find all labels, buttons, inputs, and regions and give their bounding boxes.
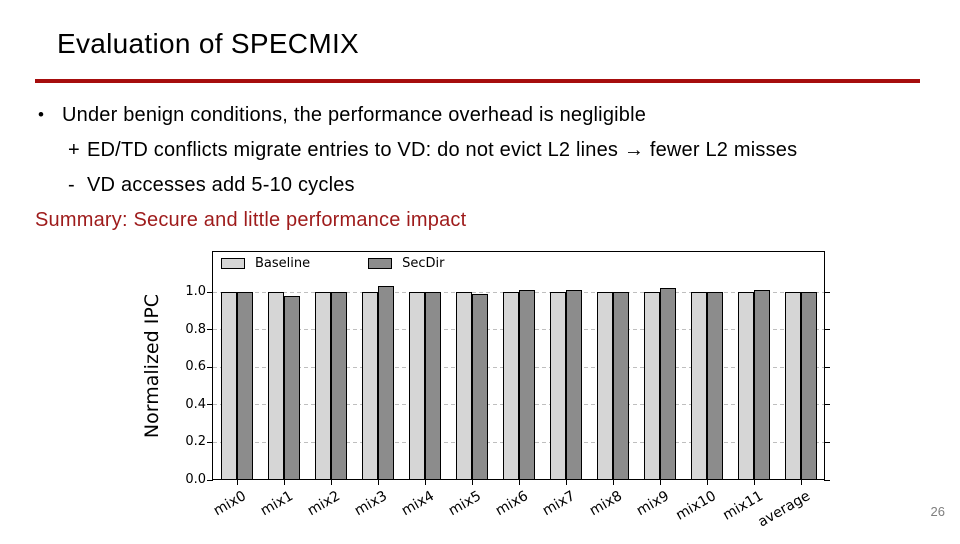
bullet-marker: • [38, 105, 45, 124]
sub-bullet-marker-minus: - [68, 174, 75, 196]
sub-bullet-text: ED/TD conflicts migrate entries to VD: d… [87, 139, 798, 161]
y-tick-mark-right [824, 291, 830, 293]
y-tick-mark [207, 291, 213, 293]
x-tick-mark [330, 480, 332, 485]
chart-legend: Baseline SecDir [221, 256, 445, 271]
y-tick-mark [207, 441, 213, 443]
x-tick-mark [377, 480, 379, 485]
y-tick-mark [207, 479, 213, 481]
title-accent-rule [35, 79, 920, 83]
y-tick-mark-right [824, 329, 830, 331]
y-tick-label: 0.4 [185, 396, 206, 412]
y-tick-mark [207, 366, 213, 368]
x-tick-mark [236, 480, 238, 485]
x-tick-mark [471, 480, 473, 485]
y-tick-label: 1.0 [185, 284, 206, 299]
y-tick-mark-right [824, 404, 830, 406]
sub-bullet-text: VD accesses add 5-10 cycles [87, 174, 355, 196]
y-tick-mark-right [824, 441, 830, 443]
x-tick-mark [612, 480, 614, 485]
y-tick-label: 0.2 [185, 434, 206, 450]
sub-bullet-marker-plus: + [68, 139, 80, 161]
legend-label-secdir: SecDir [402, 256, 445, 271]
y-axis-label: Normalized IPC [141, 293, 163, 439]
legend-swatch-secdir [368, 258, 393, 269]
y-tick-label: 0.6 [185, 359, 206, 375]
x-tick-mark [424, 480, 426, 485]
page-number: 26 [930, 504, 945, 519]
y-tick-mark [207, 404, 213, 406]
y-tick-mark [207, 329, 213, 331]
x-tick-mark [565, 480, 567, 485]
y-tick-label: 0.0 [185, 472, 206, 487]
bullet-text: Under benign conditions, the performance… [62, 104, 647, 126]
summary-line: Summary: Secure and little performance i… [35, 209, 467, 231]
x-tick-mark [753, 480, 755, 485]
bullet-line-3: - VD accesses add 5-10 cycles [68, 174, 355, 197]
y-tick-label: 0.8 [185, 321, 206, 337]
plot-frame [212, 251, 825, 480]
legend-swatch-baseline [221, 258, 245, 269]
x-tick-mark [659, 480, 661, 485]
legend-label-baseline: Baseline [255, 256, 311, 271]
y-tick-mark-right [824, 366, 830, 368]
x-tick-mark [518, 480, 520, 485]
x-tick-mark [800, 480, 802, 485]
x-tick-mark [706, 480, 708, 485]
slide-title: Evaluation of SPECMIX [57, 28, 359, 59]
x-tick-mark [283, 480, 285, 485]
bullet-line-1: • Under benign conditions, the performanc… [38, 104, 646, 127]
bullet-line-2: + ED/TD conflicts migrate entries to VD: … [68, 139, 797, 162]
y-tick-mark-right [824, 479, 830, 481]
